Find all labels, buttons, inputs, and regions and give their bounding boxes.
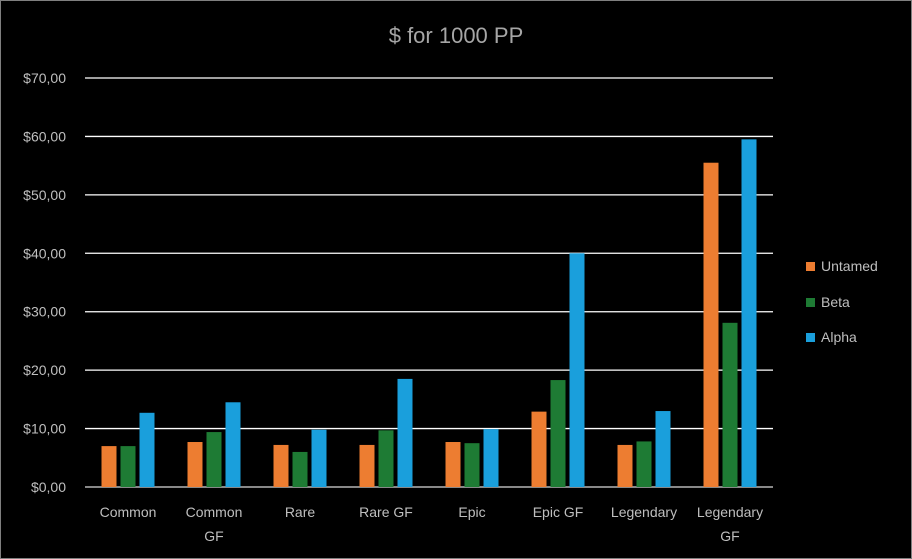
bar-beta <box>722 322 738 487</box>
y-tick-label: $60,00 <box>23 128 66 144</box>
bar-alpha <box>225 402 241 487</box>
bar-alpha <box>741 139 757 487</box>
y-axis-tick-labels: $0,00 $10,00 $20,00 $30,00 $40,00 $50,00 $60,0… <box>23 70 66 495</box>
bar-untamed <box>101 446 117 487</box>
bar-untamed <box>445 442 461 487</box>
x-tick-label: Rare GF <box>359 504 413 520</box>
bar-alpha <box>139 412 155 487</box>
y-tick-label: $10,00 <box>23 421 66 437</box>
bar-untamed <box>617 444 633 487</box>
bar-beta <box>464 443 480 487</box>
legend-swatch-beta <box>806 298 815 307</box>
bar-beta <box>550 380 566 487</box>
chart-title: $ for 1000 PP <box>389 23 524 48</box>
x-tick-label: Common GF <box>186 504 243 544</box>
bar-beta <box>120 446 136 487</box>
y-tick-label: $40,00 <box>23 245 66 261</box>
bar-beta <box>206 432 222 487</box>
bar-alpha <box>569 253 585 487</box>
x-axis-tick-labels: Common Common GF Rare Rare GF Epic Epic GF Lege… <box>100 504 763 544</box>
legend: Untamed Beta Alpha <box>806 258 878 345</box>
bar-untamed <box>703 162 719 487</box>
legend-label-beta: Beta <box>821 294 850 310</box>
y-tick-label: $0,00 <box>31 479 66 495</box>
x-tick-label: Common <box>100 504 157 520</box>
bar-beta <box>292 451 308 487</box>
y-tick-label: $20,00 <box>23 362 66 378</box>
x-tick-label: Rare <box>285 504 316 520</box>
x-tick-label: Legendary <box>611 504 677 520</box>
bar-beta <box>636 441 652 487</box>
y-tick-label: $70,00 <box>23 70 66 86</box>
bar-alpha <box>397 378 413 487</box>
bar-untamed <box>273 444 289 487</box>
bar-beta <box>378 430 394 487</box>
bar-untamed <box>531 411 547 487</box>
legend-swatch-untamed <box>806 262 815 271</box>
bars <box>101 139 757 487</box>
y-tick-label: $50,00 <box>23 187 66 203</box>
x-tick-label: Epic GF <box>533 504 584 520</box>
bar-alpha <box>655 411 671 487</box>
bar-untamed <box>359 444 375 487</box>
bar-alpha <box>483 429 499 487</box>
y-tick-label: $30,00 <box>23 304 66 320</box>
bar-alpha <box>311 429 327 487</box>
legend-label-alpha: Alpha <box>821 329 857 345</box>
x-tick-label: Epic <box>458 504 485 520</box>
bar-untamed <box>187 442 203 487</box>
legend-label-untamed: Untamed <box>821 258 878 274</box>
x-tick-label: Legendary GF <box>697 504 763 544</box>
legend-swatch-alpha <box>806 333 815 342</box>
